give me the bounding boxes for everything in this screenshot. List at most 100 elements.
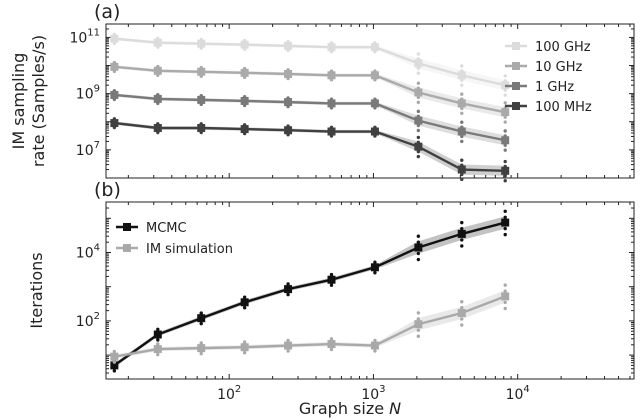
- sample-point: [503, 174, 507, 178]
- sample-point: [503, 129, 507, 133]
- sample-point: [373, 260, 377, 264]
- sample-point: [416, 71, 421, 75]
- x-tick-label: 102: [217, 384, 241, 403]
- sample-point: [416, 135, 421, 140]
- data-point: [110, 90, 119, 99]
- x-tick-label-exponent: 3: [379, 384, 385, 395]
- legend-marker: [123, 244, 131, 252]
- sample-point: [416, 334, 421, 338]
- sample-point: [460, 220, 464, 225]
- legend-marker: [512, 102, 520, 110]
- series-line: [114, 121, 506, 173]
- sample-point: [416, 317, 421, 321]
- sample-point: [460, 120, 464, 124]
- series-10-ghz: [110, 60, 510, 124]
- sample-point: [286, 292, 290, 297]
- y-tick-label-base: 10: [76, 246, 94, 262]
- data-point: [197, 95, 206, 104]
- sample-point: [503, 143, 507, 147]
- sample-point: [460, 106, 464, 111]
- sample-point: [460, 317, 464, 321]
- data-point: [414, 59, 423, 68]
- sample-point: [460, 300, 464, 304]
- sample-point: [329, 337, 334, 341]
- sample-point: [416, 311, 421, 315]
- sample-point: [416, 128, 421, 133]
- data-point: [457, 165, 466, 174]
- data-point: [240, 96, 249, 105]
- sample-point: [416, 100, 421, 105]
- series-mcmc: [110, 209, 510, 373]
- legend-label: MCMC: [146, 221, 187, 236]
- sample-point: [373, 338, 377, 343]
- data-point: [284, 69, 293, 78]
- sample-point: [503, 159, 507, 164]
- data-point: [457, 127, 466, 136]
- data-point: [284, 98, 293, 107]
- data-point: [457, 71, 466, 80]
- sample-point: [460, 111, 464, 115]
- sample-point: [156, 327, 160, 332]
- data-point: [327, 127, 336, 136]
- data-point: [501, 136, 510, 145]
- sample-point: [503, 300, 507, 305]
- data-point: [197, 124, 206, 133]
- series-line: [114, 93, 506, 142]
- sample-point: [416, 149, 421, 154]
- data-point: [240, 68, 249, 77]
- sample-point: [460, 244, 464, 248]
- data-point: [153, 330, 162, 339]
- y-tick-label-exponent: 4: [94, 243, 100, 254]
- data-point: [414, 142, 423, 151]
- sample-point: [416, 66, 421, 70]
- data-point: [284, 341, 293, 350]
- x-tick-label: 103: [361, 384, 385, 403]
- sample-point: [460, 92, 464, 96]
- x-axis-label-variable: N: [389, 399, 401, 418]
- data-point: [501, 166, 510, 175]
- sample-point: [416, 95, 421, 100]
- data-point: [414, 320, 423, 329]
- sample-point: [503, 93, 507, 97]
- data-point: [370, 263, 379, 272]
- y-tick-label-base: 10: [76, 143, 94, 159]
- series-band: [114, 37, 506, 91]
- data-point: [370, 71, 379, 80]
- data-point: [153, 38, 162, 47]
- sample-point: [329, 272, 334, 277]
- sample-point: [503, 179, 507, 183]
- sample-point: [460, 177, 464, 182]
- data-point: [327, 43, 336, 52]
- sample-point: [460, 158, 464, 162]
- legend-marker: [123, 223, 131, 231]
- sample-point: [373, 271, 377, 275]
- data-point: [153, 66, 162, 75]
- y-tick-label-base: 10: [76, 314, 94, 330]
- sample-point: [460, 172, 464, 177]
- x-tick-label-base: 10: [361, 387, 379, 403]
- sample-point: [460, 323, 464, 327]
- sample-point: [416, 52, 421, 56]
- y-tick-label: 1011: [69, 27, 100, 46]
- panel-label: (a): [94, 1, 120, 23]
- series-line: [114, 295, 506, 358]
- sample-point: [199, 351, 203, 356]
- legend-label: 10 GHz: [535, 60, 583, 75]
- sample-point: [242, 295, 247, 299]
- sample-point: [460, 134, 464, 139]
- data-point: [327, 99, 336, 108]
- sample-point: [112, 349, 117, 354]
- legend-label: 1 GHz: [535, 80, 574, 95]
- y-axis-label: IM samplingrate (Samples/s): [9, 35, 48, 167]
- sample-point: [460, 238, 464, 242]
- series-line: [113, 221, 506, 367]
- series-100-ghz: [110, 32, 510, 97]
- y-axis-label-line1: IM sampling: [9, 53, 28, 150]
- sample-point: [286, 282, 290, 286]
- y-tick-label: 104: [76, 243, 100, 262]
- data-point: [414, 88, 423, 97]
- sample-point: [503, 148, 507, 152]
- sample-point: [503, 215, 507, 220]
- sample-point: [503, 289, 507, 293]
- data-point: [370, 43, 379, 52]
